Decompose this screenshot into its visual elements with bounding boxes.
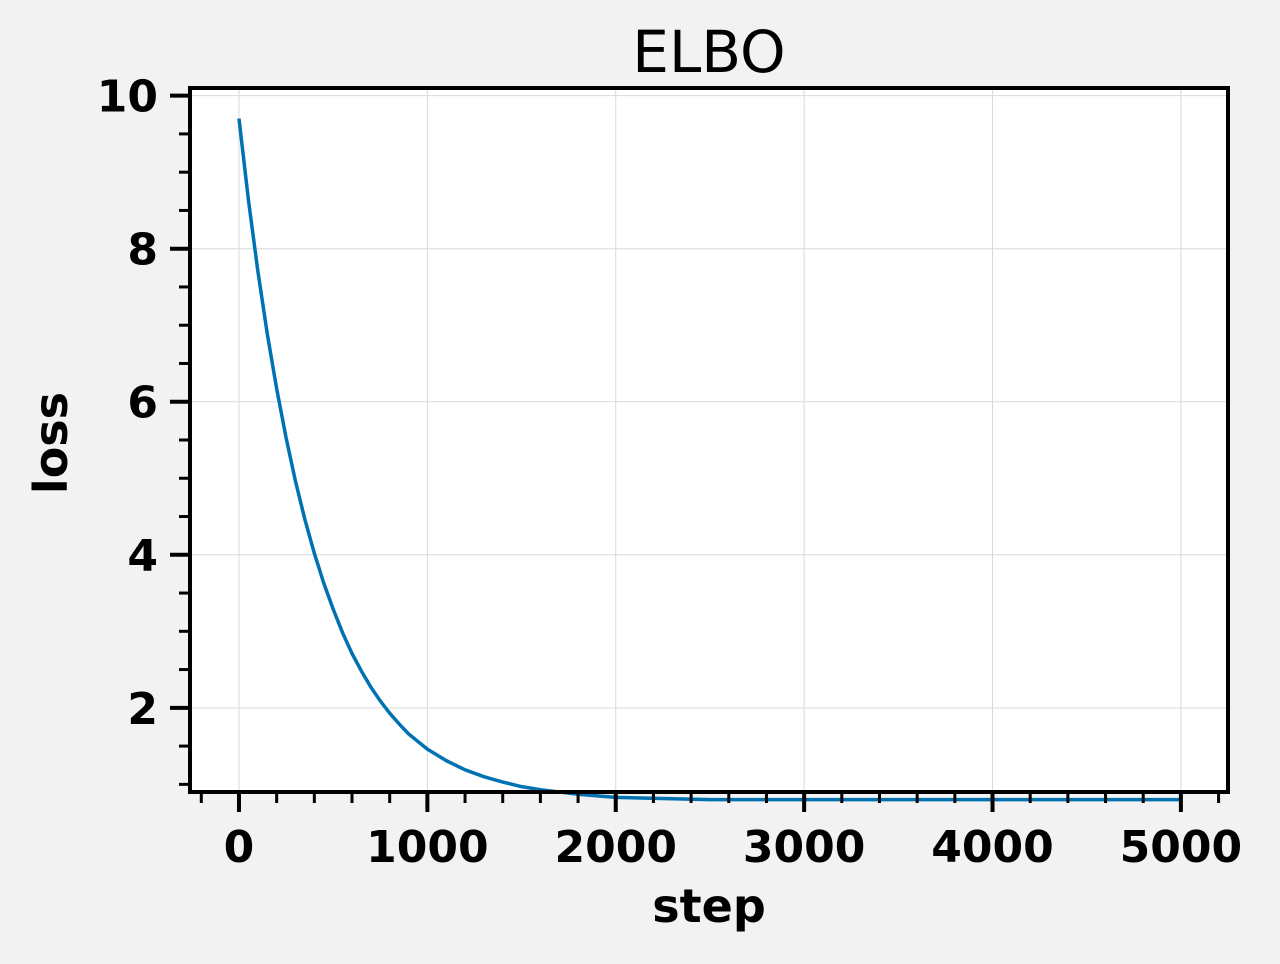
y-axis-label: loss <box>24 392 78 494</box>
y-tick-label: 2 <box>127 684 158 735</box>
chart-title: ELBO <box>632 18 785 86</box>
y-tick-label: 4 <box>127 531 158 582</box>
grid-layer <box>190 88 1228 792</box>
y-tick-label: 6 <box>127 378 158 429</box>
y-tick-label: 10 <box>97 72 158 123</box>
x-tick-label: 2000 <box>555 822 677 873</box>
x-tick-label: 3000 <box>743 822 865 873</box>
y-tick-label: 8 <box>127 225 158 276</box>
x-axis-label: step <box>652 879 766 933</box>
x-tick-label: 4000 <box>931 822 1053 873</box>
tick-label-layer: 0 1000 2000 3000 4000 5000 2 4 6 8 10 <box>97 72 1242 873</box>
axes-background <box>190 88 1228 792</box>
series-layer <box>237 118 1181 802</box>
x-tick-label: 1000 <box>366 822 488 873</box>
x-tick-label: 5000 <box>1120 822 1242 873</box>
tick-layer <box>170 93 1221 812</box>
loss-series-line <box>237 118 1181 802</box>
x-tick-label: 0 <box>224 822 255 873</box>
